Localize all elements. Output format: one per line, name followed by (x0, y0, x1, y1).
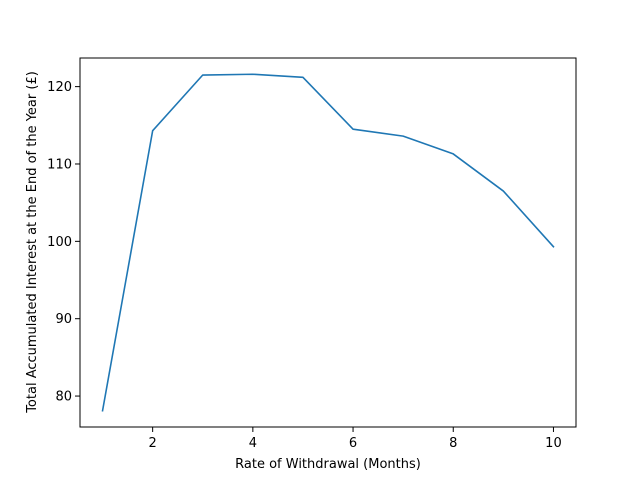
y-tick-label: 80 (55, 390, 72, 405)
x-tick-label: 4 (249, 436, 257, 451)
y-tick-label: 120 (47, 80, 72, 95)
y-axis: 80 90 100 110 120 (47, 80, 80, 405)
y-tick-label: 100 (47, 235, 72, 250)
y-axis-label: Total Accumulated Interest at the End of… (25, 71, 40, 414)
plot-area (79, 57, 577, 428)
series-line-0 (101, 73, 555, 412)
x-tick-label: 2 (149, 436, 157, 451)
x-tick-label: 6 (349, 436, 357, 451)
y-tick-label: 90 (55, 312, 72, 327)
plot-frame (79, 57, 577, 428)
x-axis: 2 4 6 8 10 (149, 427, 562, 451)
x-tick-label: 10 (545, 436, 562, 451)
y-tick-label: 110 (47, 157, 72, 172)
x-axis-label: Rate of Withdrawal (Months) (235, 457, 421, 472)
x-tick-label: 8 (449, 436, 457, 451)
